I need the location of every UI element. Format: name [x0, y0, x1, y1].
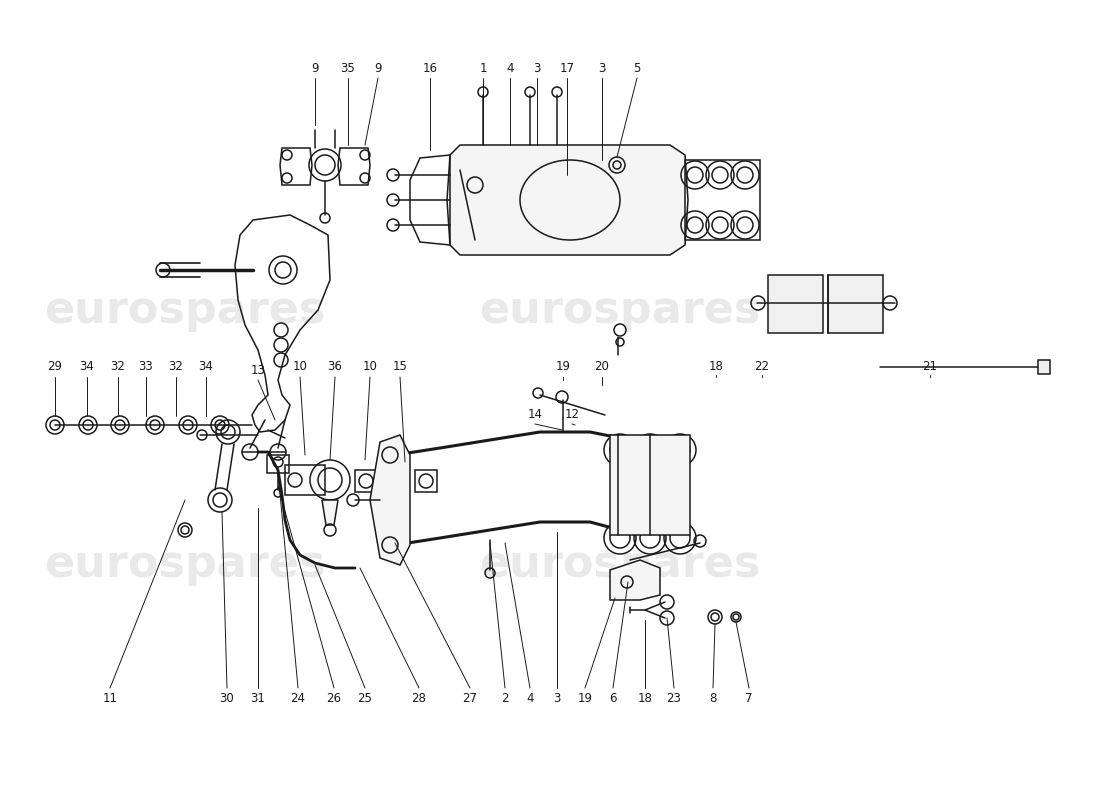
Polygon shape: [447, 145, 688, 255]
Text: eurospares: eurospares: [44, 289, 326, 331]
Bar: [768, 275, 823, 333]
Bar: [1038, 360, 1050, 374]
Text: 32: 32: [168, 361, 184, 374]
Text: 10: 10: [363, 361, 377, 374]
Text: 36: 36: [328, 361, 342, 374]
Text: 6: 6: [609, 691, 617, 705]
Text: 34: 34: [79, 361, 95, 374]
Polygon shape: [322, 500, 338, 525]
Text: 24: 24: [290, 691, 306, 705]
Text: 22: 22: [755, 361, 770, 374]
Bar: [267, 455, 289, 473]
Text: 10: 10: [293, 361, 307, 374]
Text: 4: 4: [506, 62, 514, 74]
Text: 4: 4: [526, 691, 534, 705]
Text: 31: 31: [251, 691, 265, 705]
Text: 19: 19: [556, 361, 571, 374]
Text: 2: 2: [502, 691, 508, 705]
Polygon shape: [370, 435, 410, 565]
Text: 13: 13: [251, 363, 265, 377]
Text: 33: 33: [139, 361, 153, 374]
Text: 29: 29: [47, 361, 63, 374]
Polygon shape: [610, 560, 660, 600]
Text: 3: 3: [598, 62, 606, 74]
Text: eurospares: eurospares: [480, 543, 761, 586]
Text: 18: 18: [708, 361, 724, 374]
Text: 17: 17: [560, 62, 574, 74]
Text: 9: 9: [374, 62, 382, 74]
Text: 14: 14: [528, 407, 542, 421]
Bar: [610, 435, 690, 535]
Bar: [685, 160, 760, 240]
Text: eurospares: eurospares: [44, 543, 326, 586]
Text: 34: 34: [199, 361, 213, 374]
Text: 20: 20: [595, 361, 609, 374]
Text: 5: 5: [634, 62, 640, 74]
Text: 1: 1: [480, 62, 486, 74]
Text: 11: 11: [102, 691, 118, 705]
Text: 21: 21: [923, 361, 937, 374]
Text: eurospares: eurospares: [480, 289, 761, 331]
Text: 19: 19: [578, 691, 593, 705]
Text: 18: 18: [638, 691, 652, 705]
Text: 26: 26: [327, 691, 341, 705]
Text: 3: 3: [534, 62, 541, 74]
Text: 25: 25: [358, 691, 373, 705]
Text: 27: 27: [462, 691, 477, 705]
Text: 23: 23: [667, 691, 681, 705]
Text: 16: 16: [422, 62, 438, 74]
Text: 30: 30: [220, 691, 234, 705]
Text: 8: 8: [710, 691, 717, 705]
Text: 7: 7: [746, 691, 752, 705]
Text: 3: 3: [553, 691, 561, 705]
Text: 9: 9: [311, 62, 319, 74]
Text: 15: 15: [393, 361, 407, 374]
Text: 12: 12: [564, 407, 580, 421]
Bar: [828, 275, 883, 333]
Text: 32: 32: [111, 361, 125, 374]
Text: 35: 35: [341, 62, 355, 74]
Text: 28: 28: [411, 691, 427, 705]
